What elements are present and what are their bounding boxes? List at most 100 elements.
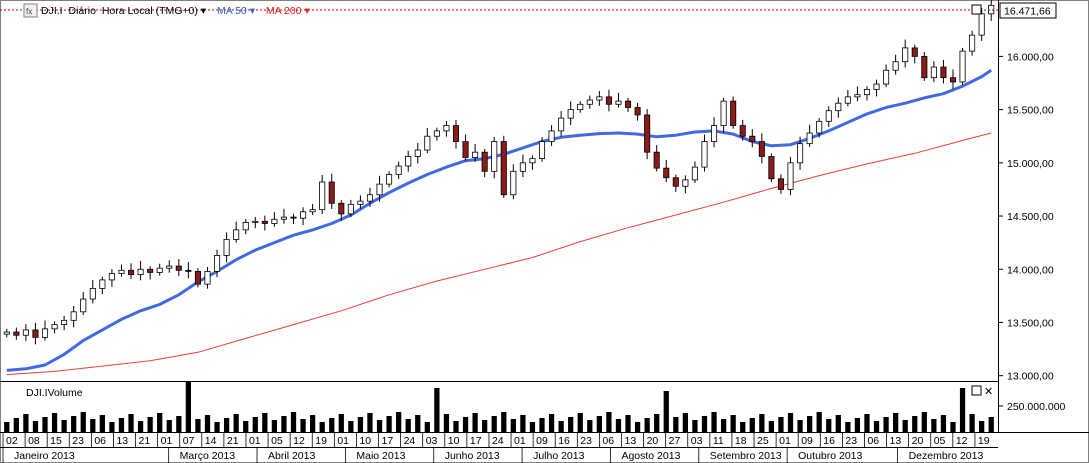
candle	[558, 117, 565, 132]
date-tick-label: 06	[602, 435, 614, 447]
candle	[51, 324, 58, 330]
candle	[13, 331, 20, 336]
candle	[844, 96, 851, 104]
candle	[806, 132, 813, 145]
volume-bar	[730, 415, 736, 432]
legend-ma50[interactable]: MA 50	[217, 5, 247, 17]
volume-bar	[376, 420, 383, 432]
legend-ma50-dropdown-icon[interactable]: ▾	[250, 5, 256, 17]
candle	[175, 265, 182, 271]
date-tick-label: 13	[890, 435, 902, 447]
volume-bar	[357, 417, 364, 432]
volume-bar	[864, 414, 870, 432]
candle	[625, 100, 632, 108]
candle	[711, 125, 718, 142]
candle	[825, 110, 832, 122]
volume-bar	[214, 422, 220, 432]
volume-bar	[568, 417, 574, 432]
volume-panel-close-icon[interactable]: ✕	[984, 386, 993, 398]
volume-bar	[577, 413, 583, 432]
date-tick-label: 01	[249, 435, 261, 447]
candle	[319, 181, 326, 211]
volume-bar	[300, 419, 306, 432]
volume-bar	[147, 417, 153, 432]
legend-ma200-dropdown-icon[interactable]: ▾	[304, 5, 310, 17]
candle	[290, 216, 297, 219]
volume-bar	[176, 416, 182, 432]
date-tick-label: 03	[691, 435, 703, 447]
date-tick-label: 25	[757, 435, 769, 447]
candle	[529, 158, 536, 164]
month-label: Agosto 2013	[621, 450, 680, 462]
volume-bar	[13, 418, 19, 432]
volume-bar	[778, 417, 784, 432]
chart-legend[interactable]: fx DJI.I Diário Hora Local (TMG+0) ▾ MA …	[23, 3, 310, 18]
volume-bar	[262, 413, 268, 432]
volume-bar	[625, 415, 631, 432]
legend-dropdown-icon[interactable]: ▾	[201, 5, 207, 17]
date-tick-label: 12	[293, 435, 305, 447]
volume-bar	[740, 422, 746, 432]
volume-bar	[166, 420, 172, 432]
candle	[147, 268, 154, 273]
chart-type-icon[interactable]	[23, 3, 38, 18]
volume-bar	[42, 417, 48, 432]
ma200-line-group	[6, 132, 992, 376]
volume-bar	[386, 416, 392, 432]
candle	[452, 125, 460, 142]
candle	[347, 203, 354, 215]
volume-bar	[673, 417, 679, 432]
main-panel-maximize-icon[interactable]	[971, 4, 982, 15]
volume-bar	[558, 421, 564, 432]
volume-bar	[109, 422, 115, 432]
candle	[883, 69, 890, 85]
date-tick-label: 01	[779, 435, 791, 447]
date-tick-label: 19	[978, 435, 990, 447]
volume-panel-maximize-icon[interactable]	[971, 385, 982, 396]
volume-bar	[931, 419, 937, 432]
date-tick-label: 23	[72, 435, 84, 447]
candle	[672, 177, 679, 187]
volume-bar	[720, 419, 727, 432]
month-label: Setembro 2013	[710, 450, 782, 462]
date-tick-label: 19	[315, 435, 327, 447]
volume-bar	[472, 413, 478, 432]
date-tick-label: 01	[337, 435, 349, 447]
volume-bar	[462, 417, 469, 432]
volume-bar	[491, 416, 497, 432]
candle	[739, 125, 746, 137]
candle	[233, 229, 240, 240]
candle	[911, 47, 918, 57]
date-tick-label: 10	[448, 435, 460, 447]
svg-text:DJI.I Diário Hora: DJI.I Diário Hora Local (TMG+0) ▾ MA 50 …	[41, 5, 310, 17]
ma200-line	[6, 132, 992, 376]
candle	[892, 61, 899, 71]
price-tick-label: 13.000,00	[1007, 371, 1054, 383]
legend-ma200[interactable]: MA 200	[266, 5, 302, 17]
candle	[682, 179, 689, 187]
candle	[978, 13, 985, 36]
candle	[720, 100, 727, 126]
month-label: Outubro 2013	[798, 450, 862, 462]
volume-bar	[816, 412, 822, 432]
date-tick-label: 13	[624, 435, 636, 447]
volume-bar	[634, 422, 641, 432]
candle	[128, 269, 135, 275]
candle	[835, 102, 842, 112]
price-tick-label: 16.000,00	[1007, 51, 1054, 63]
volume-bar	[204, 415, 211, 432]
volume-bar	[23, 414, 29, 432]
volume-bar	[80, 412, 86, 432]
candle	[32, 329, 39, 338]
price-tick-label: 14.500,00	[1007, 211, 1054, 223]
candle	[300, 211, 307, 219]
candle	[108, 273, 115, 281]
candle	[386, 174, 393, 185]
date-tick-label: 27	[669, 435, 681, 447]
volume-bar	[252, 417, 258, 432]
candle	[596, 96, 603, 101]
date-tick-label: 24	[404, 435, 416, 447]
month-label: Maio 2013	[356, 450, 405, 462]
candle	[701, 141, 708, 168]
